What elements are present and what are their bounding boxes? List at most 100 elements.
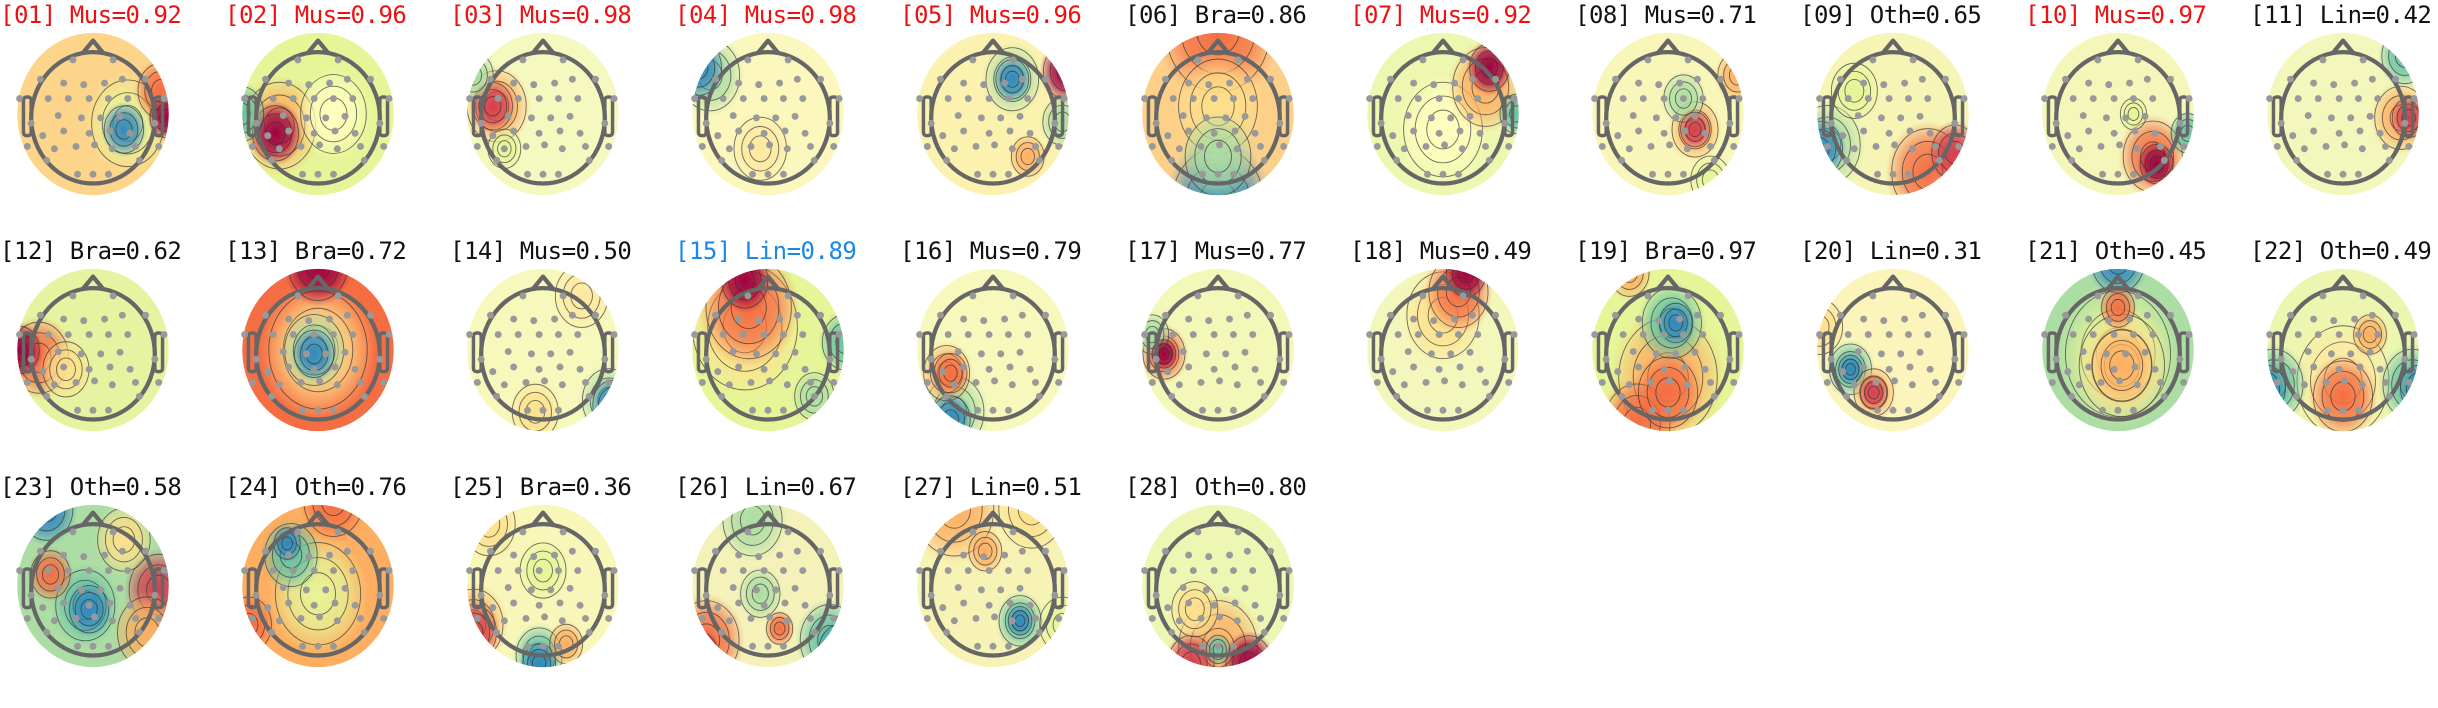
electrode-dot: [118, 547, 126, 555]
electrode-dot: [1400, 381, 1408, 389]
electrode-dot: [1161, 547, 1169, 555]
electrode-dot: [297, 378, 305, 386]
component-cell-01: [01] Mus=0.92: [0, 0, 225, 236]
electrode-dot: [781, 599, 789, 607]
electrode-dot: [989, 406, 997, 414]
electrode-dot: [1060, 567, 1068, 575]
nose-icon: [1655, 38, 1681, 56]
electrode-dot: [132, 614, 139, 622]
electrode-dot: [2356, 363, 2364, 371]
electrode-dot: [574, 331, 582, 339]
electrode-dot: [106, 599, 114, 607]
electrode-dot: [1885, 95, 1893, 103]
electrode-dot: [1474, 331, 1482, 339]
electrode-dot: [1168, 392, 1176, 400]
electrode-dot: [1611, 75, 1619, 83]
electrode-dot: [64, 567, 72, 575]
electrode-dot: [779, 567, 787, 575]
electrode-dot: [2134, 292, 2142, 300]
electrode-dot: [314, 406, 322, 414]
electrode-dot: [349, 331, 357, 339]
electrode-dot: [574, 567, 582, 575]
electrode-dot: [1024, 95, 1032, 103]
electrode-dot: [2061, 75, 2069, 83]
electrode-dot: [1386, 75, 1394, 83]
nose-icon: [1205, 38, 1231, 56]
electrode-dot: [944, 331, 952, 339]
electrode-dot: [1169, 331, 1177, 339]
electrode-dot: [1684, 56, 1692, 64]
electrode-dot: [2079, 348, 2087, 356]
electrode-dot: [1619, 95, 1627, 103]
electrode-dot: [334, 528, 342, 536]
electrode-dot: [939, 132, 947, 140]
electrode-dot: [310, 95, 318, 103]
electrode-dot: [2075, 145, 2083, 153]
electrode-dot: [1389, 132, 1397, 140]
electrode-dot: [349, 95, 357, 103]
electrode-dot: [2129, 406, 2137, 414]
right-ear-icon: [1503, 95, 1515, 138]
electrode-dot: [2099, 170, 2107, 178]
electrode-dot: [2277, 355, 2285, 363]
electrode-dot: [714, 368, 722, 376]
electrode-dot: [69, 292, 77, 300]
electrode-dot: [1267, 311, 1275, 319]
electrode-dot: [2376, 365, 2384, 373]
electrode-dot: [826, 119, 834, 127]
electrode-dot: [1598, 142, 1606, 150]
electrode-dot: [985, 129, 993, 137]
scalp-topomap: [1591, 32, 1744, 196]
electrode-dot: [1229, 170, 1237, 178]
electrode-dot: [1951, 119, 1959, 127]
electrode-dot: [783, 617, 791, 625]
electrode-dot: [1427, 350, 1435, 358]
electrode-dot: [60, 315, 68, 323]
electrode-dot: [1681, 363, 1689, 371]
electrode-dot: [980, 81, 988, 89]
electrode-dot: [739, 567, 747, 575]
electrode-dot: [1267, 75, 1275, 83]
electrode-dot: [2368, 75, 2376, 83]
electrode-dot: [691, 567, 699, 575]
electrode-dot: [698, 142, 706, 150]
electrode-dot: [2110, 129, 2118, 137]
electrode-dot: [985, 95, 993, 103]
nose-icon: [80, 510, 106, 528]
electrode-dot: [489, 604, 497, 612]
electrode-dot: [1591, 331, 1599, 339]
component-cell-11: [11] Lin=0.42: [2250, 0, 2438, 236]
component-cell-12: [12] Bra=0.62: [0, 236, 225, 472]
electrode-dot: [268, 628, 276, 636]
electrode-dot: [1035, 628, 1043, 636]
electrode-dot: [1285, 95, 1293, 103]
electrode-dot: [1435, 129, 1443, 137]
electrode-dot: [535, 95, 543, 103]
electrode-dot: [2354, 95, 2362, 103]
electrode-dot: [1683, 145, 1691, 153]
electrode-dot: [576, 129, 584, 137]
electrode-dot: [1400, 145, 1408, 153]
electrode-dot: [1843, 156, 1851, 164]
electrode-dot: [950, 145, 958, 153]
electrode-dot: [1042, 311, 1050, 319]
nose-icon: [530, 38, 556, 56]
electrode-dot: [89, 170, 97, 178]
electrode-dot: [807, 142, 814, 150]
electrode-dot: [1249, 331, 1257, 339]
electrode-dot: [783, 381, 791, 389]
electrode-dot: [916, 95, 924, 103]
electrode-dot: [466, 95, 474, 103]
electrode-dot: [142, 75, 150, 83]
electrode-dot: [524, 170, 532, 178]
electrode-dot: [97, 114, 105, 122]
electrode-dot: [2405, 378, 2413, 386]
electrode-dot: [477, 355, 485, 363]
electrode-dot: [1872, 142, 1880, 150]
electrode-dot: [1614, 368, 1622, 376]
component-cell-26: [26] Lin=0.67: [675, 472, 900, 708]
right-ear-icon: [1278, 331, 1290, 374]
electrode-dot: [1148, 142, 1156, 150]
electrode-dot: [500, 381, 508, 389]
electrode-dot: [351, 129, 359, 137]
